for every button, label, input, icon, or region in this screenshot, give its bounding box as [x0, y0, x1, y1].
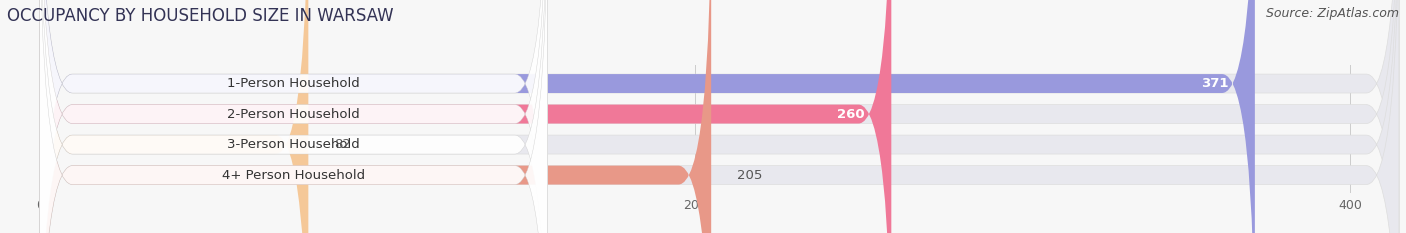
FancyBboxPatch shape [39, 0, 711, 233]
Text: 3-Person Household: 3-Person Household [228, 138, 360, 151]
FancyBboxPatch shape [39, 0, 1399, 233]
Text: Source: ZipAtlas.com: Source: ZipAtlas.com [1265, 7, 1399, 20]
FancyBboxPatch shape [39, 0, 547, 233]
FancyBboxPatch shape [39, 0, 308, 233]
FancyBboxPatch shape [39, 0, 547, 233]
Text: 2-Person Household: 2-Person Household [228, 108, 360, 120]
FancyBboxPatch shape [39, 0, 1399, 233]
FancyBboxPatch shape [39, 0, 1399, 233]
FancyBboxPatch shape [39, 0, 547, 233]
Text: 371: 371 [1201, 77, 1229, 90]
FancyBboxPatch shape [39, 0, 1256, 233]
Text: 1-Person Household: 1-Person Household [228, 77, 360, 90]
FancyBboxPatch shape [39, 0, 891, 233]
Text: OCCUPANCY BY HOUSEHOLD SIZE IN WARSAW: OCCUPANCY BY HOUSEHOLD SIZE IN WARSAW [7, 7, 394, 25]
Text: 4+ Person Household: 4+ Person Household [222, 169, 366, 182]
FancyBboxPatch shape [39, 0, 1399, 233]
FancyBboxPatch shape [39, 0, 547, 233]
Text: 260: 260 [838, 108, 865, 120]
Text: 82: 82 [335, 138, 352, 151]
Text: 205: 205 [737, 169, 763, 182]
